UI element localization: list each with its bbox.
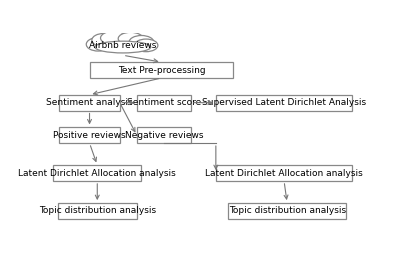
- Text: Supervised Latent Dirichlet Analysis: Supervised Latent Dirichlet Analysis: [202, 98, 366, 107]
- Text: Latent Dirichlet Allocation analysis: Latent Dirichlet Allocation analysis: [205, 168, 363, 177]
- FancyBboxPatch shape: [228, 203, 346, 219]
- Ellipse shape: [92, 33, 117, 47]
- FancyBboxPatch shape: [90, 62, 233, 78]
- FancyBboxPatch shape: [58, 203, 137, 219]
- FancyBboxPatch shape: [59, 95, 120, 111]
- Text: Airbnb reviews: Airbnb reviews: [89, 41, 156, 50]
- Ellipse shape: [105, 34, 141, 50]
- Text: Topic distribution analysis: Topic distribution analysis: [39, 206, 156, 215]
- Ellipse shape: [100, 31, 126, 45]
- Text: Text Pre-processing: Text Pre-processing: [118, 66, 206, 75]
- FancyBboxPatch shape: [59, 127, 120, 143]
- FancyBboxPatch shape: [216, 95, 352, 111]
- Ellipse shape: [86, 38, 110, 51]
- FancyBboxPatch shape: [137, 95, 191, 111]
- Ellipse shape: [129, 35, 154, 49]
- FancyBboxPatch shape: [137, 127, 191, 143]
- Text: Sentiment score: Sentiment score: [127, 98, 201, 107]
- FancyBboxPatch shape: [216, 165, 352, 181]
- Text: Topic distribution analysis: Topic distribution analysis: [228, 206, 346, 215]
- Text: Negative reviews: Negative reviews: [125, 131, 203, 140]
- Text: Latent Dirichlet Allocation analysis: Latent Dirichlet Allocation analysis: [18, 168, 176, 177]
- Ellipse shape: [134, 39, 158, 52]
- Text: Positive reviews: Positive reviews: [53, 131, 126, 140]
- Ellipse shape: [118, 32, 143, 45]
- Ellipse shape: [95, 41, 151, 53]
- FancyBboxPatch shape: [53, 165, 142, 181]
- Text: Sentiment analysis: Sentiment analysis: [46, 98, 133, 107]
